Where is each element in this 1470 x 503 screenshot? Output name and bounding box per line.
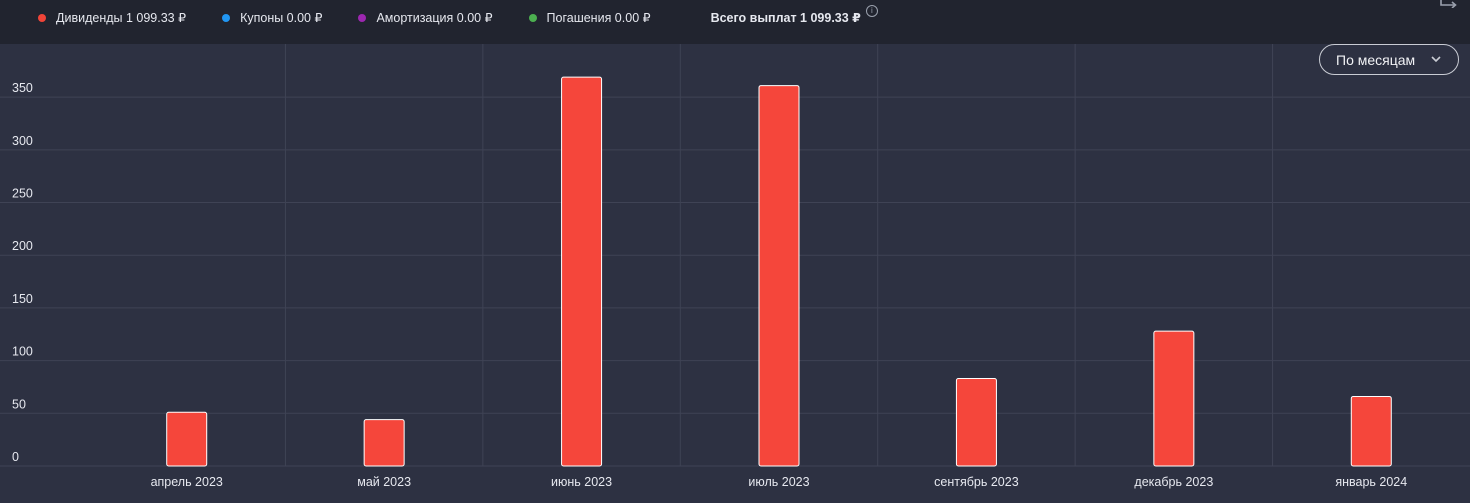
y-tick-label: 250 [12,187,33,201]
bar[interactable] [363,419,405,467]
x-tick-label: апрель 2023 [151,475,223,489]
legend-label: Дивиденды 1 099.33 ₽ [56,11,187,25]
period-select[interactable]: По месяцам [1319,44,1459,75]
x-tick-label: декабрь 2023 [1134,475,1213,489]
bar[interactable] [1350,395,1392,467]
legend-label: Погашения 0.00 ₽ [546,11,651,25]
total-payouts-label: Всего выплат 1 099.33 ₽ [710,11,861,25]
legend-label: Амортизация 0.00 ₽ [376,11,493,25]
y-tick-label: 200 [12,239,33,253]
legend-item-amortization[interactable]: Амортизация 0.00 ₽ [358,10,493,25]
y-tick-label: 150 [12,292,33,306]
period-select-value: По месяцам [1336,51,1416,68]
legend-item-coupons[interactable]: Купоны 0.00 ₽ [222,10,322,25]
bar[interactable] [758,85,800,467]
x-tick-label: май 2023 [357,475,411,489]
legend-item-redemptions[interactable]: Погашения 0.00 ₽ [528,10,651,25]
bar[interactable] [561,76,603,467]
bar[interactable] [1153,330,1195,467]
y-tick-label: 100 [12,345,33,359]
x-tick-label: июнь 2023 [551,475,612,489]
legend-item-dividends[interactable]: Дивиденды 1 099.33 ₽ [38,10,186,25]
export-icon[interactable] [1440,0,1458,8]
x-tick-label: июль 2023 [748,475,809,489]
x-tick-label: сентябрь 2023 [934,475,1019,489]
legend-dot [528,13,537,22]
y-tick-label: 300 [12,134,33,148]
y-tick-label: 50 [12,397,26,411]
legend-dot [222,13,231,22]
bar[interactable] [955,378,997,467]
info-icon[interactable]: i [865,4,878,17]
chart-grid [0,44,1470,467]
bars [166,76,1392,467]
legend: Дивиденды 1 099.33 ₽ Купоны 0.00 ₽ Аморт… [38,4,878,25]
legend-bar: Дивиденды 1 099.33 ₽ Купоны 0.00 ₽ Аморт… [0,0,1470,44]
legend-total: Всего выплат 1 099.33 ₽ i [710,4,878,25]
legend-dot [358,13,367,22]
legend-label: Купоны 0.00 ₽ [240,11,323,25]
x-axis: апрель 2023 май 2023 июнь 2023 июль 2023 сен… [151,475,1408,489]
y-tick-label: 350 [12,81,33,95]
chevron-down-icon [1431,56,1441,63]
y-tick-label: 0 [12,450,19,464]
y-axis: 0 50 100 150 200 250 300 350 [12,81,33,464]
bar[interactable] [166,411,208,467]
x-tick-label: январь 2024 [1335,475,1407,489]
legend-dot [38,13,46,22]
